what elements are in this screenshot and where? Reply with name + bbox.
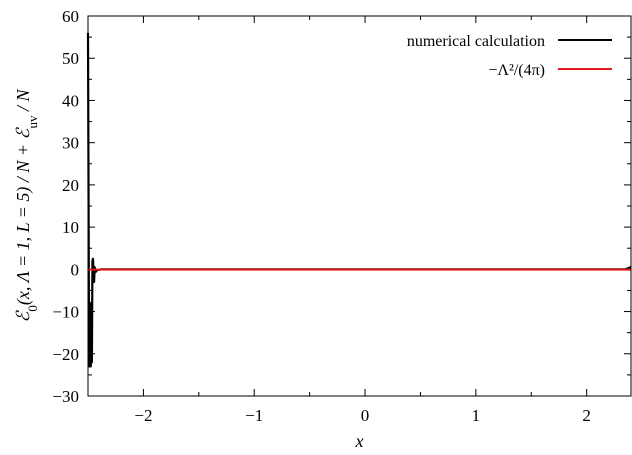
legend-label-1: −Λ²/(4π) xyxy=(488,62,545,79)
x-tick-label: −1 xyxy=(245,406,263,425)
y-tick-label: 60 xyxy=(62,7,79,26)
y-axis-label-part: / N xyxy=(13,89,33,116)
y-axis-label-part: 0 xyxy=(25,305,40,312)
legend-label-0: numerical calculation xyxy=(407,33,545,50)
y-axis-label-part: ℰ xyxy=(13,126,33,139)
x-tick-label: 2 xyxy=(582,406,591,425)
y-axis-label-part: (x, Λ = 1, L = 5) / N + xyxy=(13,139,34,305)
y-tick-label: 40 xyxy=(62,91,79,110)
plot-frame xyxy=(87,15,632,397)
y-axis-label-part: ℰ xyxy=(13,309,33,322)
x-tick-label: 1 xyxy=(472,406,481,425)
x-tick-label: −2 xyxy=(134,406,152,425)
x-tick-label: 0 xyxy=(361,406,370,425)
y-tick-label: −30 xyxy=(52,387,79,406)
y-axis-label: ℰ0(x, Λ = 1, L = 5) / N + ℰuv / N xyxy=(13,89,40,323)
y-tick-label: 20 xyxy=(62,176,79,195)
y-tick-label: 50 xyxy=(62,49,79,68)
y-tick-label: −20 xyxy=(52,345,79,364)
series-line-0 xyxy=(86,32,632,368)
legend: numerical calculation −Λ²/(4π) xyxy=(407,33,612,79)
y-axis-label-part: uv xyxy=(25,115,40,129)
y-tick-label: 0 xyxy=(71,260,80,279)
y-tick-label: −10 xyxy=(52,303,79,322)
y-tick-label: 10 xyxy=(62,218,79,237)
plot-series xyxy=(86,32,632,368)
y-tick-label: 30 xyxy=(62,134,79,153)
x-axis-label: x xyxy=(355,431,364,451)
